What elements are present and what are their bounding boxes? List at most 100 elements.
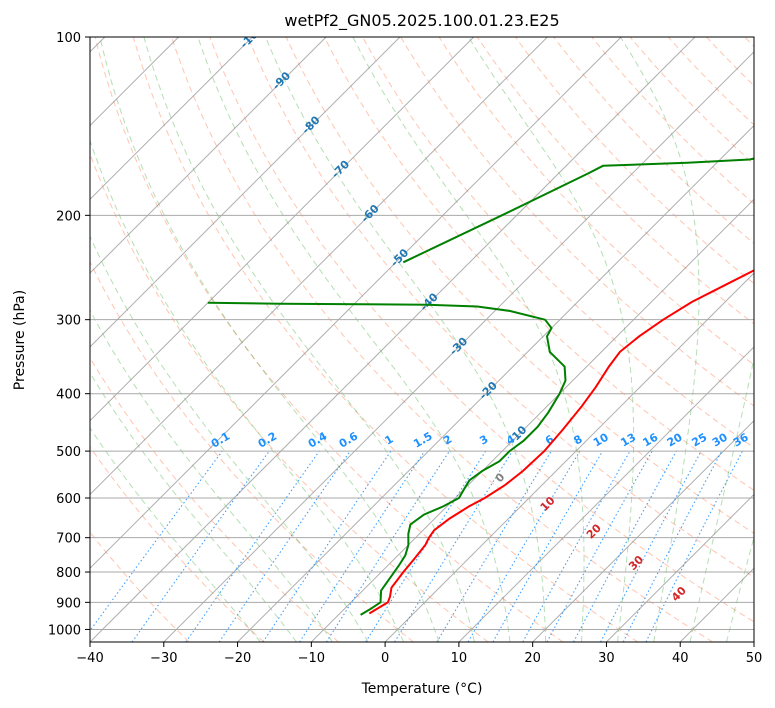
- mixing-ratio-label: 1: [383, 433, 396, 448]
- y-tick-label: 200: [56, 209, 81, 224]
- series-line-2: [402, 157, 754, 264]
- mixing-ratio-line: [185, 450, 320, 642]
- y-tick-label: 100: [56, 31, 81, 46]
- dry-adiabat: [438, 37, 754, 366]
- mixing-ratio-label: 0.2: [256, 430, 279, 451]
- y-tick-label: 700: [56, 532, 81, 547]
- x-tick-label: −40: [76, 651, 103, 666]
- chart-title: wetPf2_GN05.2025.100.01.23.E25: [284, 11, 559, 31]
- mixing-ratio-label: 3: [477, 433, 490, 448]
- background-lines: [90, 37, 754, 642]
- dry-adiabat: [667, 37, 754, 126]
- isotherm: [90, 37, 475, 422]
- x-tick-label: 20: [524, 651, 541, 666]
- moist-adiabat: [90, 309, 333, 642]
- isotherm: [606, 493, 754, 642]
- isotherm-label: -30: [447, 334, 470, 357]
- mixing-ratio-line: [90, 450, 223, 632]
- moist-adiabat: [726, 535, 754, 642]
- isotherm: [90, 37, 696, 642]
- dry-adiabat: [400, 37, 754, 407]
- moist-adiabat: [90, 139, 405, 642]
- x-tick-label: −10: [298, 651, 325, 666]
- mixing-ratio-label: 1.5: [411, 430, 434, 451]
- dry-adiabat: [90, 152, 489, 642]
- x-tick-label: 10: [451, 651, 468, 666]
- mixing-ratio-line: [262, 450, 392, 642]
- mixing-ratio-label: 30: [710, 430, 730, 449]
- mixing-ratio-line: [394, 450, 513, 642]
- moist-adiabat: [90, 371, 297, 642]
- isotherm: [458, 346, 754, 642]
- dry-adiabat: [706, 37, 754, 87]
- pressure-gridlines: [90, 37, 754, 630]
- moist-adiabat: [90, 235, 369, 642]
- y-axis-label: Pressure (hPa): [12, 290, 28, 390]
- x-tick-label: 30: [598, 651, 615, 666]
- mixing-ratio-line: [573, 450, 677, 642]
- isotherm: [90, 37, 253, 201]
- isotherm: [532, 419, 754, 642]
- dry-adiabat: [171, 37, 713, 642]
- sounding-series: [207, 157, 754, 616]
- dry-adiabat: [515, 37, 754, 285]
- isotherm: [753, 641, 754, 642]
- dry-adiabat: [90, 531, 190, 642]
- x-tick-label: −20: [224, 651, 251, 666]
- dry-adiabat: [94, 37, 564, 642]
- dry-adiabat: [90, 260, 414, 642]
- y-tick-label: 500: [56, 445, 81, 460]
- mixing-ratio-line: [467, 450, 581, 642]
- y-tick-label: 300: [56, 314, 81, 329]
- moist-adiabat: [352, 37, 585, 642]
- isotherm: [310, 198, 754, 642]
- x-tick-label: 0: [381, 651, 389, 666]
- y-tick-label: 1000: [48, 623, 81, 638]
- dry-adiabat: [209, 37, 754, 623]
- mixing-ratio-label: 13: [618, 431, 638, 450]
- mixing-ratio-line: [436, 450, 552, 642]
- mixing-ratio-label: 8: [572, 433, 585, 448]
- y-tick-label: 900: [56, 596, 81, 611]
- dry-adiabat: [591, 37, 754, 205]
- isotherm: [90, 37, 622, 569]
- isotherm: [90, 37, 327, 274]
- mixing-ratio-line: [218, 450, 351, 642]
- series-line-0: [368, 269, 754, 615]
- x-tick-label: 50: [746, 651, 763, 666]
- moist-adiabat-label: 20: [584, 521, 604, 541]
- mixing-ratio-line: [600, 450, 702, 642]
- moist-adiabat: [99, 37, 440, 642]
- moist-adiabat: [265, 37, 547, 642]
- mixing-ratio-label: 16: [641, 430, 661, 449]
- x-axis: −40 −30 −20 −10 0 10 20 30 40 50: [76, 642, 762, 666]
- mixing-ratio-line: [365, 450, 487, 642]
- x-tick-label: 40: [672, 651, 689, 666]
- mixing-ratio-line: [492, 450, 604, 642]
- mixing-ratio-line: [325, 450, 450, 642]
- y-tick-label: 400: [56, 388, 81, 403]
- dry-adiabat: [323, 37, 754, 491]
- moist-adiabat: [90, 427, 261, 642]
- dry-adiabat: [132, 37, 639, 642]
- isotherm: [237, 124, 754, 642]
- moist-adiabat-label: 30: [626, 553, 646, 573]
- dry-adiabat: [90, 356, 339, 642]
- moist-adiabat: [468, 37, 635, 642]
- dry-adiabat: [744, 37, 754, 48]
- y-tick-label: 800: [56, 566, 81, 581]
- moist-adiabat-label: 0: [493, 470, 508, 485]
- dry-adiabat: [247, 37, 754, 578]
- mixing-ratio-line: [522, 450, 631, 642]
- isotherm: [384, 272, 754, 642]
- dry-adiabat: [553, 37, 754, 245]
- mixing-ratio-label: 2: [441, 433, 454, 448]
- moist-adiabat: [689, 356, 754, 642]
- moist-adiabat-label: 10: [538, 494, 558, 514]
- dry-adiabat: [90, 446, 265, 642]
- series-line-1: [207, 301, 567, 616]
- x-axis-label: Temperature (°C): [361, 681, 483, 697]
- isotherm: [90, 37, 401, 348]
- moist-adiabat-label: 40: [669, 584, 689, 604]
